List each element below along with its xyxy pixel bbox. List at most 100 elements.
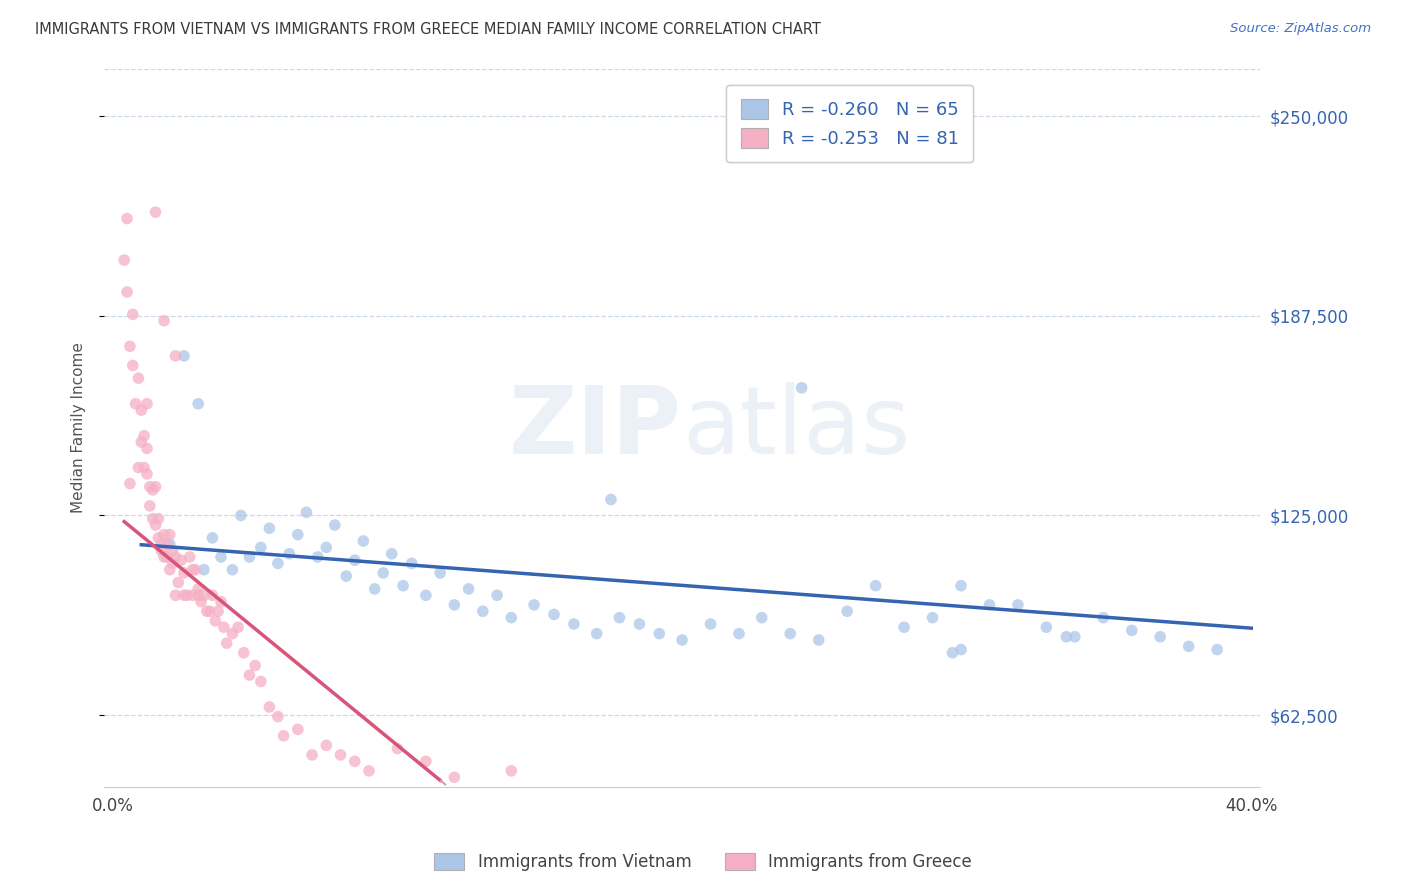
Point (121, 307, 143, 321)
Point (207, 604, 229, 618)
Point (1092, 610, 1115, 624)
Point (136, 442, 159, 456)
Point (115, 285, 138, 299)
Text: atlas: atlas (682, 382, 910, 474)
Point (392, 579, 415, 593)
Point (124, 397, 146, 411)
Point (648, 626, 671, 640)
Point (315, 739, 337, 753)
Point (209, 549, 232, 564)
Point (142, 483, 165, 497)
Point (979, 598, 1001, 612)
Point (243, 658, 266, 673)
Point (307, 549, 329, 564)
Point (315, 541, 337, 555)
Point (121, 359, 143, 373)
Point (352, 534, 374, 549)
Point (229, 508, 252, 523)
Point (357, 764, 380, 778)
Point (159, 527, 181, 541)
Point (148, 531, 170, 545)
Point (150, 543, 173, 558)
Point (129, 403, 152, 417)
Point (837, 604, 859, 618)
Y-axis label: Median Family Income: Median Family Income (72, 343, 86, 513)
Point (232, 646, 254, 660)
Point (267, 557, 290, 571)
Point (250, 541, 273, 555)
Point (343, 553, 366, 567)
Point (415, 754, 437, 768)
Point (193, 588, 215, 602)
Point (267, 709, 290, 723)
Point (118, 476, 141, 491)
Point (1054, 630, 1077, 644)
Text: ZIP: ZIP (509, 382, 682, 474)
Point (628, 617, 651, 632)
Point (181, 563, 204, 577)
Point (221, 626, 243, 640)
Point (179, 549, 201, 564)
Legend: R = -0.260   N = 65, R = -0.253   N = 81: R = -0.260 N = 65, R = -0.253 N = 81 (725, 85, 973, 162)
Point (165, 588, 187, 602)
Text: IMMIGRANTS FROM VIETNAM VS IMMIGRANTS FROM GREECE MEDIAN FAMILY INCOME CORRELATI: IMMIGRANTS FROM VIETNAM VS IMMIGRANTS FR… (35, 22, 821, 37)
Point (699, 617, 721, 632)
Point (415, 588, 437, 602)
Point (212, 620, 235, 634)
Point (728, 626, 751, 640)
Point (381, 547, 404, 561)
Point (471, 604, 494, 618)
Text: Source: ZipAtlas.com: Source: ZipAtlas.com (1230, 22, 1371, 36)
Point (127, 460, 149, 475)
Legend: Immigrants from Vietnam, Immigrants from Greece: Immigrants from Vietnam, Immigrants from… (426, 845, 980, 880)
Point (471, 786, 494, 800)
Point (150, 537, 173, 551)
Point (238, 549, 260, 564)
Point (173, 566, 195, 580)
Point (238, 668, 260, 682)
Point (215, 636, 238, 650)
Point (134, 460, 156, 475)
Point (167, 575, 190, 590)
Point (118, 339, 141, 353)
Point (941, 646, 963, 660)
Point (401, 557, 423, 571)
Point (153, 314, 176, 328)
Point (373, 566, 395, 580)
Point (259, 521, 281, 535)
Point (893, 620, 915, 634)
Point (287, 527, 309, 541)
Point (921, 610, 943, 624)
Point (181, 588, 204, 602)
Point (429, 566, 451, 580)
Point (195, 604, 218, 618)
Point (173, 588, 195, 602)
Point (671, 632, 693, 647)
Point (142, 511, 165, 525)
Point (301, 747, 323, 762)
Point (165, 549, 187, 564)
Point (250, 674, 273, 689)
Point (209, 595, 232, 609)
Point (1149, 630, 1171, 644)
Point (173, 349, 195, 363)
Point (198, 604, 221, 618)
Point (335, 569, 357, 583)
Point (190, 595, 212, 609)
Point (145, 518, 167, 533)
Point (790, 381, 813, 395)
Point (139, 499, 162, 513)
Point (193, 563, 215, 577)
Point (159, 537, 181, 551)
Point (187, 588, 209, 602)
Point (273, 729, 295, 743)
Point (363, 582, 385, 596)
Point (562, 617, 585, 632)
Point (204, 614, 226, 628)
Point (176, 588, 198, 602)
Point (278, 547, 301, 561)
Point (127, 371, 149, 385)
Point (387, 741, 409, 756)
Point (949, 579, 972, 593)
Point (201, 588, 224, 602)
